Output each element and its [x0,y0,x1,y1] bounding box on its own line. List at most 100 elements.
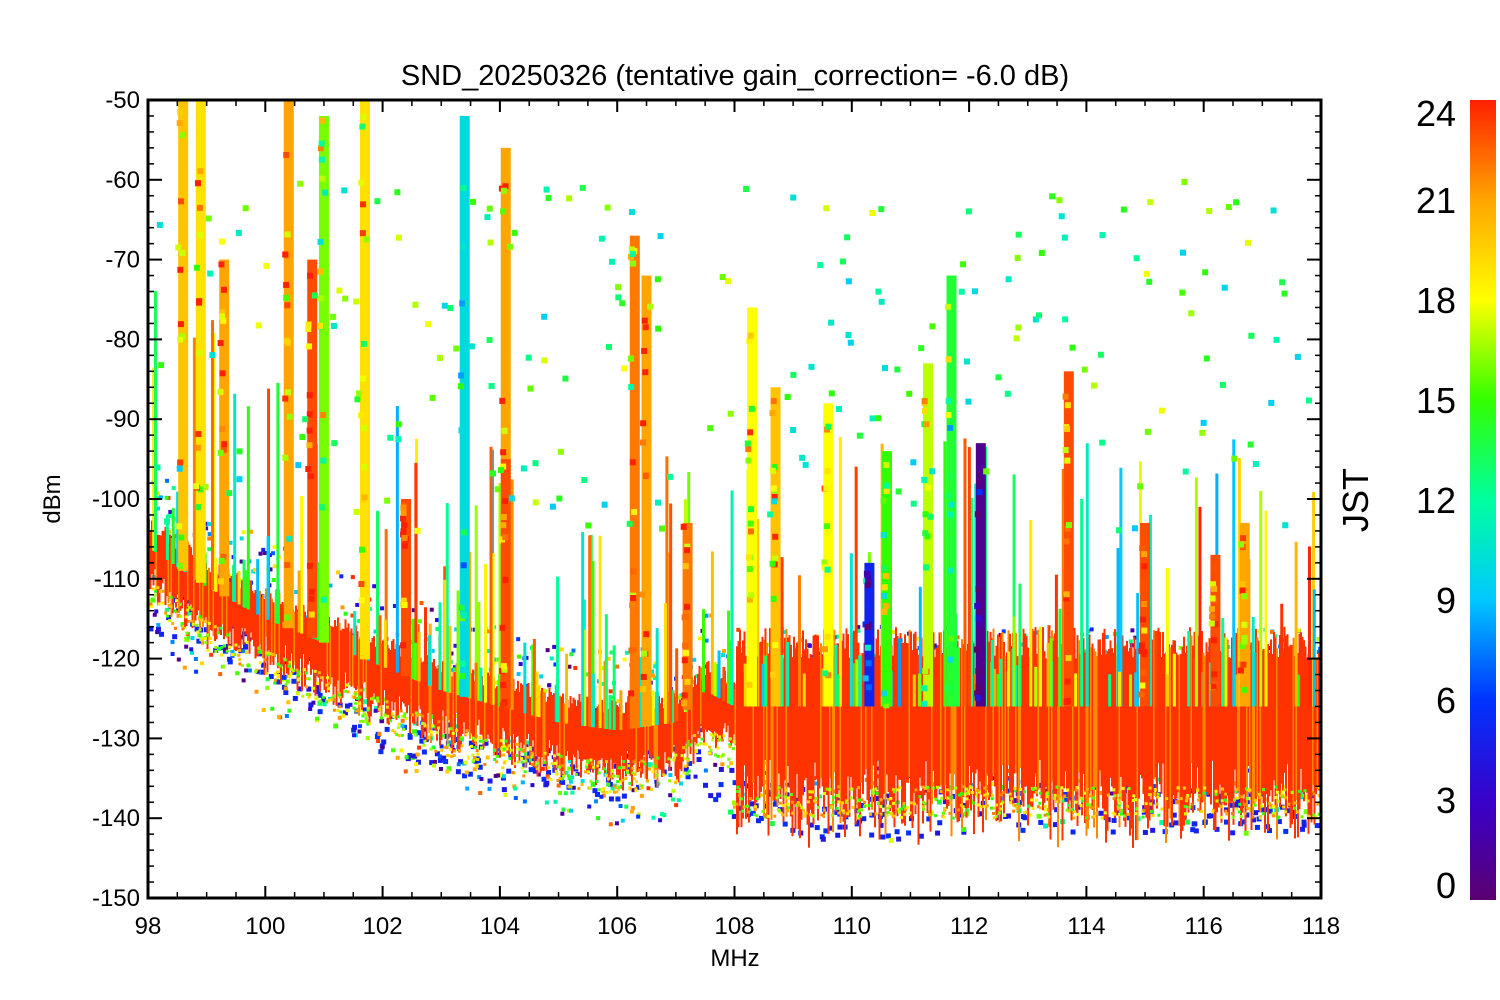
envelope-point [196,638,202,644]
signal-point [823,485,830,492]
floor-strip [409,655,411,734]
high-point [927,513,934,520]
spike [675,648,679,722]
high-point [1182,468,1189,475]
floor-strip [757,640,759,776]
fringe-point [502,761,506,765]
spike [445,503,449,693]
x-tick-label: 98 [135,913,162,940]
fringe-point [879,812,883,816]
floor-strip [853,630,855,800]
signal-point [358,179,365,186]
fringe-point [891,788,895,792]
envelope-point [281,674,287,680]
floor-strip [173,536,176,598]
floor-strip [751,626,753,800]
scatter-point [373,629,378,634]
fringe-point [1231,815,1235,819]
spike [918,586,922,707]
scatter-point [835,634,840,639]
high-point [1147,199,1154,206]
fringe-point [508,756,512,760]
scatter-point [175,608,180,613]
signal-point [282,395,289,402]
floor-strip [854,640,857,825]
fringe-point [863,800,867,804]
fringe-point [413,733,417,737]
fringe-point [1211,808,1215,812]
floor-strip [766,642,768,819]
signal-point [974,603,981,610]
high-point [331,440,338,447]
fringe-point [568,784,572,788]
floor-strip [211,564,213,631]
floor-strip [301,611,303,691]
fringe-point [1113,812,1117,816]
fringe-point [871,789,875,793]
floor-strip [1288,646,1290,808]
fringe-point [699,741,703,745]
fringe-point [449,748,453,752]
scatter-point [474,764,479,769]
floor-strip [1270,639,1272,791]
spike [665,456,669,724]
high-point [562,375,569,382]
high-point [342,295,349,302]
signal-point [922,668,929,675]
fringe-point [535,767,539,771]
envelope-point [455,769,461,775]
envelope-point [381,739,387,745]
signal-point [640,420,647,427]
floor-strip [505,684,507,746]
fringe-point [392,715,396,719]
spike [1118,671,1122,707]
envelope-point [749,801,755,807]
floor-strip [964,654,966,787]
signal-point [1062,447,1069,454]
floor-strip [839,645,842,824]
fringe-point [1253,803,1257,807]
fringe-point [530,755,534,759]
envelope-point [744,783,750,789]
fringe-point [1134,812,1138,816]
floor-strip [1133,637,1136,798]
scatter-point [567,766,572,771]
floor-strip [635,698,638,773]
fringe-point [1076,813,1080,817]
high-point [1013,335,1020,342]
fringe-point [738,794,742,798]
spike [384,529,388,669]
fringe-point [520,757,524,761]
scatter-point [618,779,623,784]
envelope-point [374,706,380,712]
fringe-point [643,762,647,766]
signal-point [772,555,779,562]
floor-strip [808,658,810,848]
spike [192,337,196,579]
spike [1061,468,1065,707]
high-point [507,243,514,250]
scatter-point [932,643,937,648]
floor-strip [200,553,203,620]
floor-strip [493,676,495,756]
envelope-point [1208,813,1214,819]
signal-point [305,466,312,473]
fringe-point [337,693,341,697]
fringe-point [1084,807,1088,811]
floor-strip [286,598,288,674]
high-point [1146,278,1153,285]
envelope-point [148,626,154,632]
floor-strip [352,635,354,686]
fringe-point [615,790,619,794]
high-point [845,278,852,285]
fringe-point [388,719,392,723]
scatter-point [216,646,221,651]
fringe-point [245,640,249,644]
spike [1280,603,1284,707]
floor-strip [425,663,428,742]
scatter-point [553,799,558,804]
fringe-point [207,621,211,625]
high-point [1065,522,1072,529]
floor-strip [877,629,879,761]
fringe-point [520,760,524,764]
